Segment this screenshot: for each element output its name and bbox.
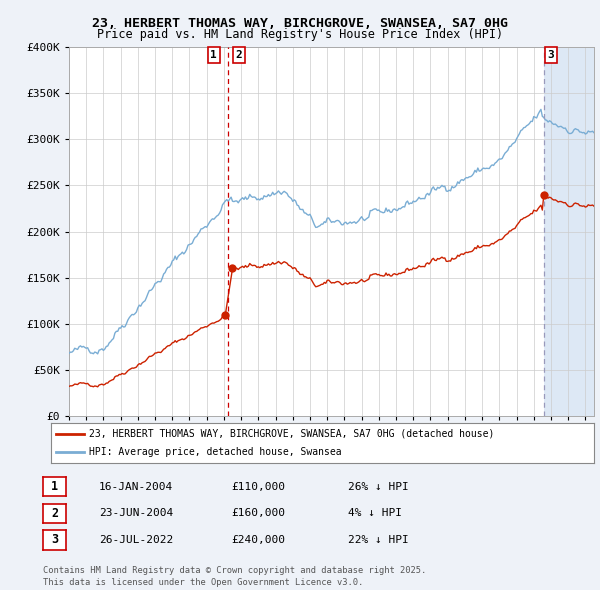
Text: 22% ↓ HPI: 22% ↓ HPI xyxy=(348,535,409,545)
Text: 1: 1 xyxy=(51,480,58,493)
Text: 23, HERBERT THOMAS WAY, BIRCHGROVE, SWANSEA, SA7 0HG: 23, HERBERT THOMAS WAY, BIRCHGROVE, SWAN… xyxy=(92,17,508,30)
Text: 23, HERBERT THOMAS WAY, BIRCHGROVE, SWANSEA, SA7 0HG (detached house): 23, HERBERT THOMAS WAY, BIRCHGROVE, SWAN… xyxy=(89,429,494,439)
Text: £240,000: £240,000 xyxy=(231,535,285,545)
Text: 26% ↓ HPI: 26% ↓ HPI xyxy=(348,482,409,491)
Text: 1: 1 xyxy=(211,50,217,60)
Text: Price paid vs. HM Land Registry's House Price Index (HPI): Price paid vs. HM Land Registry's House … xyxy=(97,28,503,41)
Text: 2: 2 xyxy=(235,50,242,60)
Text: 3: 3 xyxy=(548,50,554,60)
Text: 2: 2 xyxy=(51,507,58,520)
Text: £160,000: £160,000 xyxy=(231,509,285,518)
Text: £110,000: £110,000 xyxy=(231,482,285,491)
Bar xyxy=(544,47,594,416)
Text: 26-JUL-2022: 26-JUL-2022 xyxy=(99,535,173,545)
Text: Contains HM Land Registry data © Crown copyright and database right 2025.
This d: Contains HM Land Registry data © Crown c… xyxy=(43,566,427,587)
Text: 3: 3 xyxy=(51,533,58,546)
Text: 16-JAN-2004: 16-JAN-2004 xyxy=(99,482,173,491)
Text: 23-JUN-2004: 23-JUN-2004 xyxy=(99,509,173,518)
Text: 4% ↓ HPI: 4% ↓ HPI xyxy=(348,509,402,518)
Text: HPI: Average price, detached house, Swansea: HPI: Average price, detached house, Swan… xyxy=(89,447,341,457)
